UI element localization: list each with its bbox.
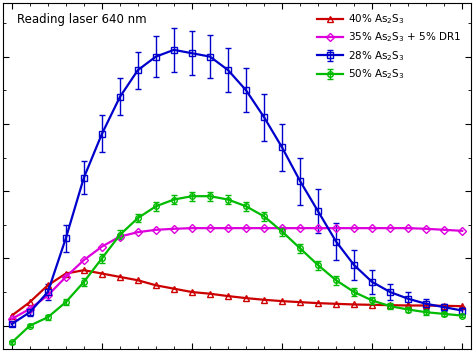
35% As$_2$S$_3$ + 5% DR1: [99, 245, 105, 249]
40% As$_2$S$_3$: [117, 275, 123, 279]
35% As$_2$S$_3$ + 5% DR1: [243, 226, 249, 230]
40% As$_2$S$_3$: [81, 268, 87, 272]
40% As$_2$S$_3$: [171, 287, 177, 291]
40% As$_2$S$_3$: [225, 294, 231, 298]
35% As$_2$S$_3$ + 5% DR1: [405, 226, 411, 230]
40% As$_2$S$_3$: [333, 302, 339, 306]
35% As$_2$S$_3$ + 5% DR1: [135, 230, 141, 234]
40% As$_2$S$_3$: [9, 314, 15, 318]
40% As$_2$S$_3$: [423, 303, 429, 308]
40% As$_2$S$_3$: [135, 278, 141, 282]
40% As$_2$S$_3$: [261, 298, 267, 302]
35% As$_2$S$_3$ + 5% DR1: [153, 228, 159, 232]
40% As$_2$S$_3$: [387, 303, 393, 307]
35% As$_2$S$_3$ + 5% DR1: [81, 258, 87, 262]
35% As$_2$S$_3$ + 5% DR1: [423, 227, 429, 231]
35% As$_2$S$_3$ + 5% DR1: [459, 229, 465, 233]
40% As$_2$S$_3$: [27, 300, 33, 304]
35% As$_2$S$_3$ + 5% DR1: [27, 307, 33, 311]
40% As$_2$S$_3$: [405, 303, 411, 308]
40% As$_2$S$_3$: [441, 304, 447, 308]
35% As$_2$S$_3$ + 5% DR1: [369, 226, 375, 230]
40% As$_2$S$_3$: [45, 283, 51, 288]
35% As$_2$S$_3$ + 5% DR1: [387, 226, 393, 230]
40% As$_2$S$_3$: [207, 291, 213, 296]
40% As$_2$S$_3$: [297, 300, 303, 304]
40% As$_2$S$_3$: [153, 283, 159, 288]
35% As$_2$S$_3$ + 5% DR1: [207, 226, 213, 230]
35% As$_2$S$_3$ + 5% DR1: [297, 226, 303, 230]
35% As$_2$S$_3$ + 5% DR1: [279, 226, 285, 230]
35% As$_2$S$_3$ + 5% DR1: [225, 226, 231, 230]
40% As$_2$S$_3$: [369, 303, 375, 307]
35% As$_2$S$_3$ + 5% DR1: [333, 226, 339, 230]
40% As$_2$S$_3$: [99, 271, 105, 276]
35% As$_2$S$_3$ + 5% DR1: [189, 226, 195, 230]
40% As$_2$S$_3$: [243, 296, 249, 300]
40% As$_2$S$_3$: [189, 290, 195, 294]
Text: Reading laser 640 nm: Reading laser 640 nm: [17, 13, 146, 26]
Legend: 40% As$_2$S$_3$, 35% As$_2$S$_3$ + 5% DR1, 28% As$_2$S$_3$, 50% As$_2$S$_3$: 40% As$_2$S$_3$, 35% As$_2$S$_3$ + 5% DR…: [313, 8, 466, 86]
35% As$_2$S$_3$ + 5% DR1: [261, 226, 267, 230]
35% As$_2$S$_3$ + 5% DR1: [171, 227, 177, 231]
Line: 40% As$_2$S$_3$: 40% As$_2$S$_3$: [9, 268, 465, 318]
40% As$_2$S$_3$: [63, 271, 69, 276]
35% As$_2$S$_3$ + 5% DR1: [441, 228, 447, 232]
35% As$_2$S$_3$ + 5% DR1: [117, 234, 123, 239]
40% As$_2$S$_3$: [459, 304, 465, 308]
40% As$_2$S$_3$: [315, 301, 321, 305]
35% As$_2$S$_3$ + 5% DR1: [9, 317, 15, 321]
35% As$_2$S$_3$ + 5% DR1: [351, 226, 357, 230]
Line: 35% As$_2$S$_3$ + 5% DR1: 35% As$_2$S$_3$ + 5% DR1: [9, 225, 465, 322]
40% As$_2$S$_3$: [351, 302, 357, 307]
35% As$_2$S$_3$ + 5% DR1: [63, 275, 69, 279]
40% As$_2$S$_3$: [279, 299, 285, 303]
35% As$_2$S$_3$ + 5% DR1: [45, 293, 51, 297]
35% As$_2$S$_3$ + 5% DR1: [315, 226, 321, 230]
